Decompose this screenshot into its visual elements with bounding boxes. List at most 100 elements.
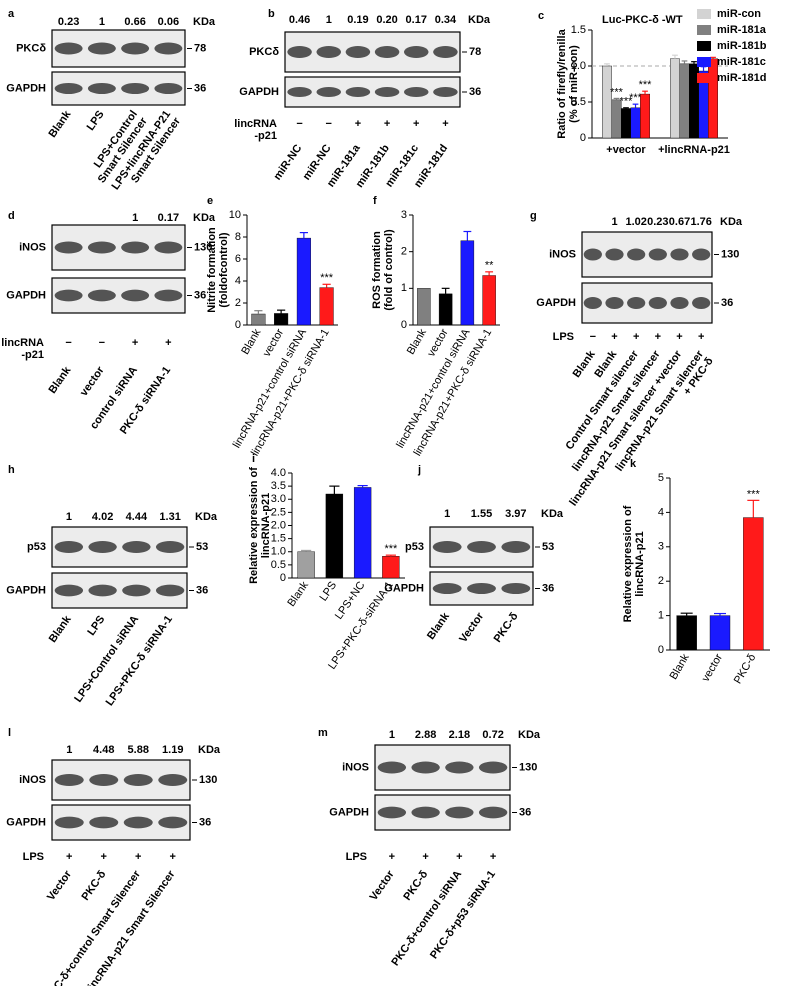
band: [374, 46, 400, 58]
quantification: 0.23: [58, 16, 79, 28]
y-tick-label: 2.5: [271, 506, 286, 518]
lane-label: Blank: [47, 613, 75, 645]
significance: ***: [629, 92, 643, 104]
significance: ***: [620, 96, 634, 108]
row-label: iNOS: [342, 761, 369, 773]
lane-label-line: PKC-δ+p53 siRNA-1: [428, 869, 498, 962]
y-tick-label: 2: [658, 575, 664, 587]
lane-label-line: Blank: [46, 108, 74, 140]
lane-label: Blank: [46, 364, 74, 396]
quantification: 1: [389, 729, 395, 741]
band: [605, 297, 624, 309]
band: [87, 241, 116, 254]
treatment-label: lincRNA: [1, 337, 44, 349]
bar: [708, 58, 719, 139]
legend-swatch: [697, 41, 711, 51]
panel-letter: d: [8, 210, 15, 222]
kda-header: KDa: [193, 16, 216, 28]
y-axis-label: Ratio of firefly/renilla: [556, 28, 568, 138]
legend-swatch: [697, 73, 711, 83]
band: [445, 761, 474, 774]
treatment-sign: +: [389, 851, 395, 863]
band: [605, 248, 624, 261]
significance: **: [485, 260, 494, 272]
panel-letter: l: [8, 727, 11, 739]
kda-label: 36: [721, 297, 733, 309]
y-tick-label: 2: [235, 297, 241, 309]
lane-label: vector: [78, 364, 107, 399]
row-label: p53: [27, 541, 46, 553]
kda-label: 36: [519, 806, 531, 818]
lane-label: Blank: [425, 610, 453, 642]
x-tick-label: Blank: [285, 579, 311, 609]
band: [54, 83, 83, 94]
y-tick-label: 0: [235, 319, 241, 331]
quantification: 2.88: [415, 729, 436, 741]
bar: [353, 487, 372, 579]
y-axis-label: Relative expression of: [248, 467, 260, 584]
band: [345, 87, 371, 97]
x-tick-label: Blank: [239, 327, 263, 357]
band: [88, 541, 117, 553]
significance: ***: [384, 543, 398, 555]
quantification: 0.06: [158, 16, 179, 28]
quantification: 0.23: [647, 216, 668, 228]
kda-label: 130: [199, 774, 217, 786]
band: [467, 541, 496, 553]
band: [478, 806, 508, 819]
y-tick-label: 1.0: [271, 546, 286, 558]
x-tick-label-text: LPS: [317, 580, 339, 604]
y-tick-label: 3: [401, 209, 407, 221]
y-tick-label: 4: [235, 275, 241, 287]
lane-label: PKC-δ: [401, 868, 430, 903]
treatment-sign: +: [66, 851, 72, 863]
band: [54, 241, 83, 254]
blot: [284, 76, 461, 108]
kda-label: 78: [194, 42, 206, 54]
band: [122, 584, 151, 597]
kda-label: 130: [519, 761, 537, 773]
lane-label: LPS+PKC-δ siRNA-1: [104, 614, 175, 709]
panel-letter: a: [8, 8, 15, 20]
band: [87, 42, 116, 55]
x-tick-label: +vector: [606, 144, 646, 156]
y-tick-label: 0.5: [571, 96, 586, 108]
band: [432, 583, 462, 594]
legend-label: miR-181a: [717, 24, 767, 36]
legend-label: miR-181b: [717, 40, 767, 52]
lane-label-line: LPS: [85, 109, 107, 133]
kda-label: 78: [469, 46, 481, 58]
lane-label: Vector: [368, 868, 398, 903]
x-tick-label-text: Blank: [285, 579, 311, 609]
bar: [621, 108, 631, 139]
kda-header: KDa: [518, 729, 541, 741]
lane-label-line: vector: [78, 364, 107, 399]
panel-letter: j: [417, 464, 421, 476]
y-tick-label: 2: [401, 246, 407, 258]
band: [411, 806, 440, 819]
y-tick-label: 1: [401, 282, 407, 294]
band: [316, 87, 341, 97]
legend-label: miR-181d: [717, 72, 767, 84]
lane-label-line: Vector: [457, 610, 487, 645]
row-label: GAPDH: [6, 584, 46, 596]
quantification: 1.19: [162, 744, 183, 756]
lane-label: Blank: [46, 108, 74, 140]
treatment-sign: +: [633, 331, 639, 343]
band: [501, 541, 531, 553]
kda-header: KDa: [720, 216, 743, 228]
x-tick-label: vector: [700, 652, 726, 684]
kda-label: 130: [721, 248, 739, 260]
treatment-sign: +: [676, 331, 682, 343]
y-axis-label: (foldofcontrol): [218, 232, 230, 307]
kda-header: KDa: [193, 212, 216, 224]
quantification: 1.55: [471, 508, 492, 520]
y-axis-label: lincRNA-p21: [634, 531, 646, 596]
x-tick-label-text: PKC-δ: [732, 652, 759, 686]
band: [467, 583, 496, 594]
bar: [602, 65, 612, 139]
lane-label: PKC-δ: [492, 610, 521, 645]
band: [121, 241, 150, 254]
band: [445, 806, 474, 819]
band: [54, 42, 83, 55]
